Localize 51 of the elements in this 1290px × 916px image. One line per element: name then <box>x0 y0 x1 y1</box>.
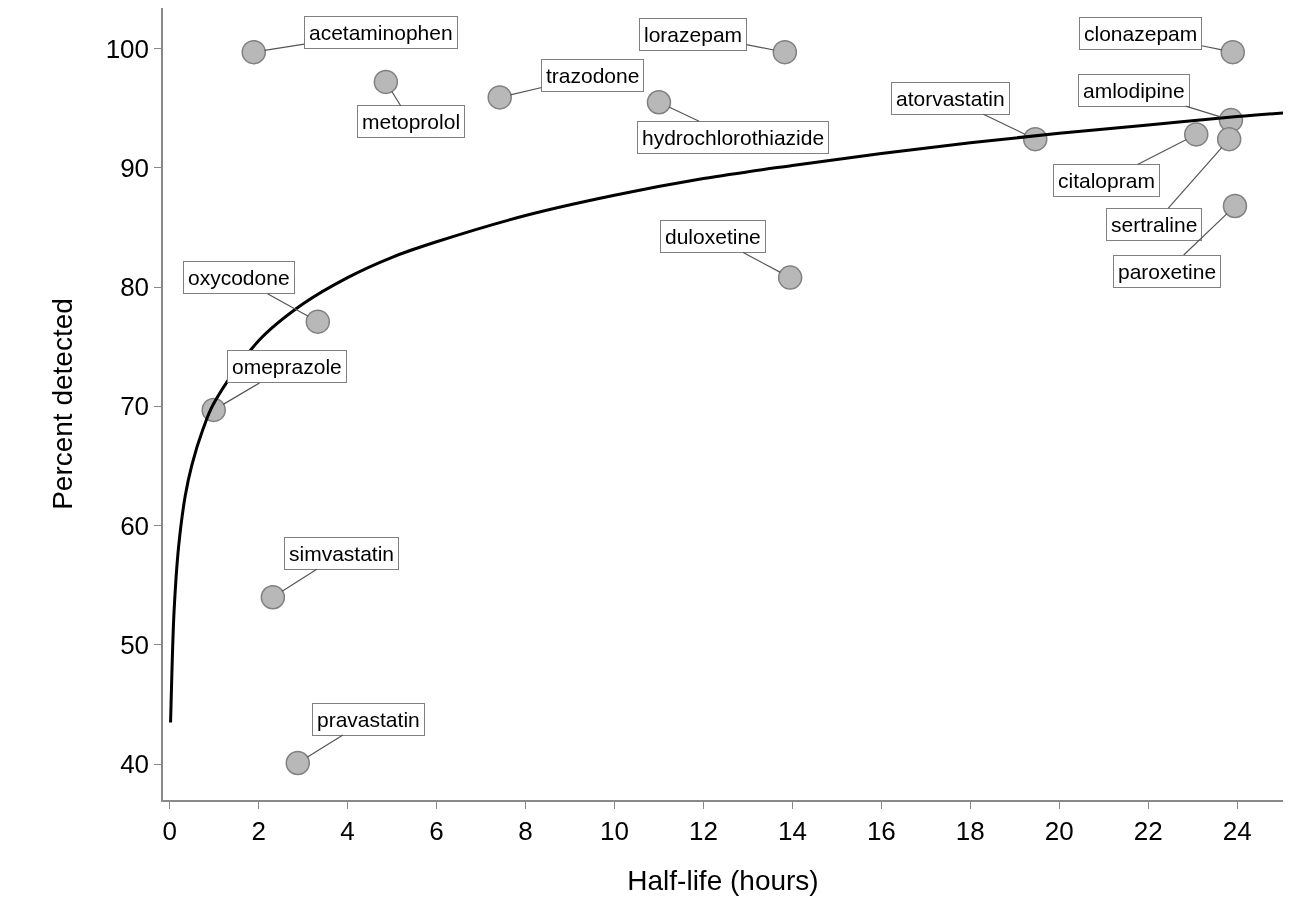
y-tick-label: 70 <box>120 391 150 422</box>
x-tick-label: 12 <box>688 815 718 846</box>
point <box>1220 39 1245 65</box>
x-tick-label: 4 <box>340 815 355 846</box>
annotation: metoprolol <box>362 110 461 133</box>
point <box>373 69 399 95</box>
x-tick-label: 16 <box>866 815 896 846</box>
y-tick-label: 60 <box>120 510 150 541</box>
annotation: hydrochlorothiazide <box>642 126 825 149</box>
point <box>241 39 266 65</box>
annotation: omeprazole <box>232 355 342 378</box>
point <box>285 750 311 776</box>
x-tick-label: 8 <box>518 815 533 846</box>
annotation: simvastatin <box>289 542 395 565</box>
y-tick-label: 40 <box>120 749 150 780</box>
point <box>1222 193 1248 219</box>
annotation: atorvastatin <box>896 87 1005 110</box>
x-tick-label: 18 <box>955 815 985 846</box>
x-tick-label: 2 <box>251 815 266 846</box>
x-tick-label: 0 <box>162 815 177 846</box>
annotation: sertraline <box>1111 213 1198 236</box>
y-tick-label: 80 <box>120 272 150 303</box>
annotation: pravastatin <box>317 708 420 731</box>
point <box>646 89 672 115</box>
point <box>305 309 331 334</box>
annotation: amlodipine <box>1083 79 1185 102</box>
x-tick-label: 22 <box>1133 815 1163 846</box>
annotation: duloxetine <box>665 225 761 248</box>
annotation: clonazepam <box>1084 22 1198 45</box>
x-tick-label: 10 <box>600 815 629 846</box>
annotation: citalopram <box>1058 169 1155 192</box>
point <box>772 39 798 65</box>
annotation: paroxetine <box>1118 260 1217 283</box>
x-tick-label: 14 <box>777 815 807 846</box>
point <box>1184 122 1209 147</box>
annotation: lorazepam <box>644 23 743 46</box>
x-tick-label: 6 <box>429 815 444 846</box>
annotation: acetaminophen <box>309 21 453 44</box>
y-tick-label: 50 <box>120 630 150 661</box>
x-tick-label: 20 <box>1044 815 1074 846</box>
x-axis-title: Half-life (hours) <box>627 864 819 896</box>
point <box>777 265 803 290</box>
y-tick-label: 90 <box>120 152 150 183</box>
annotation: oxycodone <box>188 266 290 289</box>
y-tick-label: 100 <box>105 33 150 64</box>
x-tick-label: 24 <box>1222 815 1252 846</box>
y-axis-title: Percent detected <box>46 298 78 510</box>
point <box>1216 126 1242 152</box>
point <box>260 584 286 610</box>
annotation: trazodone <box>546 64 640 87</box>
point <box>487 85 512 110</box>
